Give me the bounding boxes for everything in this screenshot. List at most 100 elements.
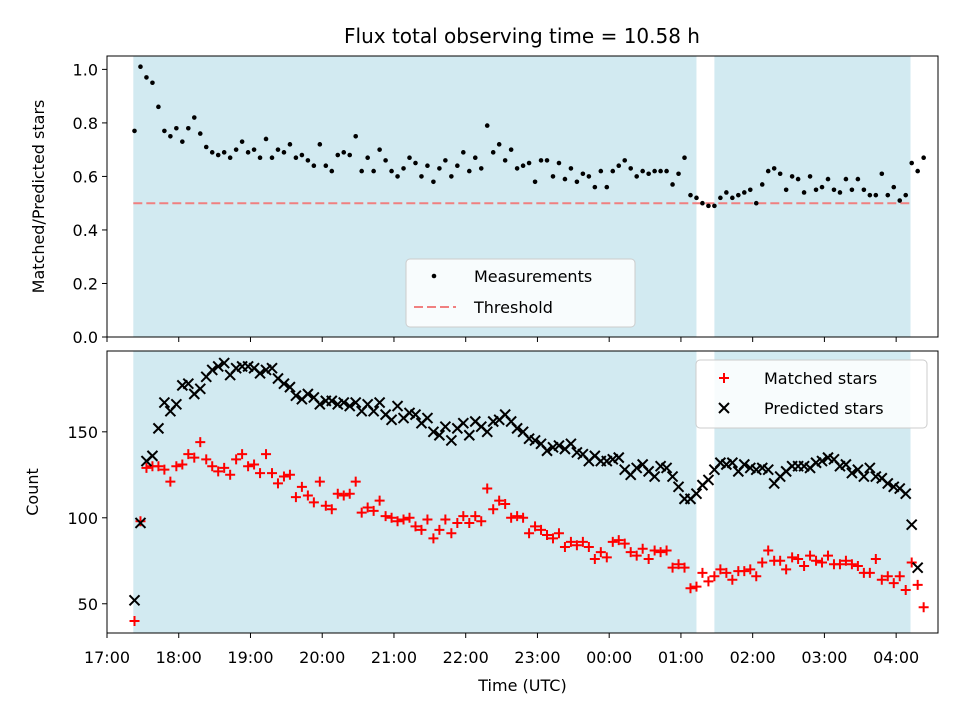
matched-stars-point [679,562,690,573]
measurement-point [395,174,400,179]
measurement-point [287,142,293,147]
matched-stars-point [398,514,409,525]
x-tick-label: 01:00 [658,648,704,667]
x-tick-label: 19:00 [227,648,273,667]
y-tick-label: 0.6 [73,167,98,186]
measurement-point [831,187,837,193]
predicted-stars-point [858,470,870,483]
measurement-point [640,168,645,174]
predicted-stars-point [511,422,523,435]
predicted-stars-point [457,417,470,429]
predicted-stars-point [344,400,356,412]
predicted-stars-point [284,381,296,393]
matched-stars-point [249,459,260,470]
measurement-point [239,139,245,144]
matched-stars-point [368,505,379,516]
matched-stars-point [428,533,439,544]
measurement-point [263,136,269,142]
measurement-point [795,176,801,182]
measurement-point [520,163,526,169]
measurement-point [311,163,317,169]
predicted-stars-point [690,488,703,500]
legend-marker-matched [719,373,729,383]
y-tick-label: 0.2 [73,274,98,293]
matched-stars-point [631,550,642,561]
measurement-point [915,168,920,174]
matched-stars-point [195,437,206,448]
x-tick-label: 22:00 [443,648,489,667]
matched-stars-point [458,511,469,522]
predicted-stars-point [385,414,398,426]
matched-stars-point [434,524,445,535]
predicted-stars-point [762,463,774,476]
predicted-stars-point [158,396,171,409]
predicted-stars-point [134,517,147,529]
matched-stars-point [817,557,828,568]
matched-stars-point [697,567,708,578]
predicted-stars-point [326,395,338,407]
matched-stars-point [482,483,493,494]
predicted-stars-point [553,439,565,452]
measurement-point [807,174,813,179]
measurement-point [861,187,867,193]
measurement-point [885,192,891,198]
measurement-point [873,192,879,198]
measurement-point [347,152,353,158]
measurement-point [323,163,329,169]
predicted-stars-point [433,429,446,441]
predicted-stars-point [648,470,661,483]
matched-stars-point [159,464,170,475]
matched-stars-point [225,469,236,480]
matched-stars-point [565,536,576,547]
measurement-point [718,195,723,201]
measurement-point [843,176,849,182]
matched-stars-point [278,471,289,482]
measurement-point [150,80,155,86]
x-tick-label: 23:00 [514,648,560,667]
matched-stars-point [464,517,475,528]
top-panel: 0.0 0.2 0.4 0.6 0.8 1.0 Matched/Predicted star… [29,55,939,347]
measurement-point [580,171,586,177]
measurement-point [694,195,699,201]
predicted-stars-point [212,360,224,373]
y-tick-label: 1.0 [73,60,98,79]
matched-stars-point [763,545,774,556]
measurement-point [401,166,406,171]
matched-stars-point [165,476,176,487]
y-axis-label: Count [23,468,42,516]
measurement-point [478,166,484,171]
measurement-point [724,190,729,195]
measurement-point [759,182,765,187]
predicted-stars-point [738,458,751,471]
measurement-point [616,163,622,169]
x-axis-label: Time (UTC) [477,676,566,695]
measurement-point [646,171,651,177]
matched-stars-point [805,550,816,561]
matched-stars-point [470,511,481,522]
predicted-stars-point [367,405,380,417]
matched-stars-point [822,550,833,561]
matched-stars-point [846,559,857,570]
measurement-point [484,123,490,128]
legend-label: Threshold [473,298,553,317]
measurement-point [329,168,335,174]
measurement-point [783,187,789,193]
predicted-stars-point [349,396,362,409]
measurement-point [162,128,167,134]
predicted-stars-point [840,458,852,471]
y-tick-label: 150 [67,423,98,442]
measurement-point [909,160,914,166]
y-tick-label: 0.8 [73,114,98,133]
predicted-stars-point [266,362,278,374]
predicted-stars-point [541,445,553,457]
legend-marker-measurements [431,273,437,279]
observing-window [133,351,697,633]
matched-stars-point [673,559,684,570]
measurement-point [490,150,496,155]
predicted-stars-point [882,477,894,490]
matched-stars-point [745,564,756,575]
predicted-stars-point [128,594,141,607]
matched-stars-point [440,514,451,525]
measurement-point [383,158,388,163]
measurement-point [269,155,275,160]
